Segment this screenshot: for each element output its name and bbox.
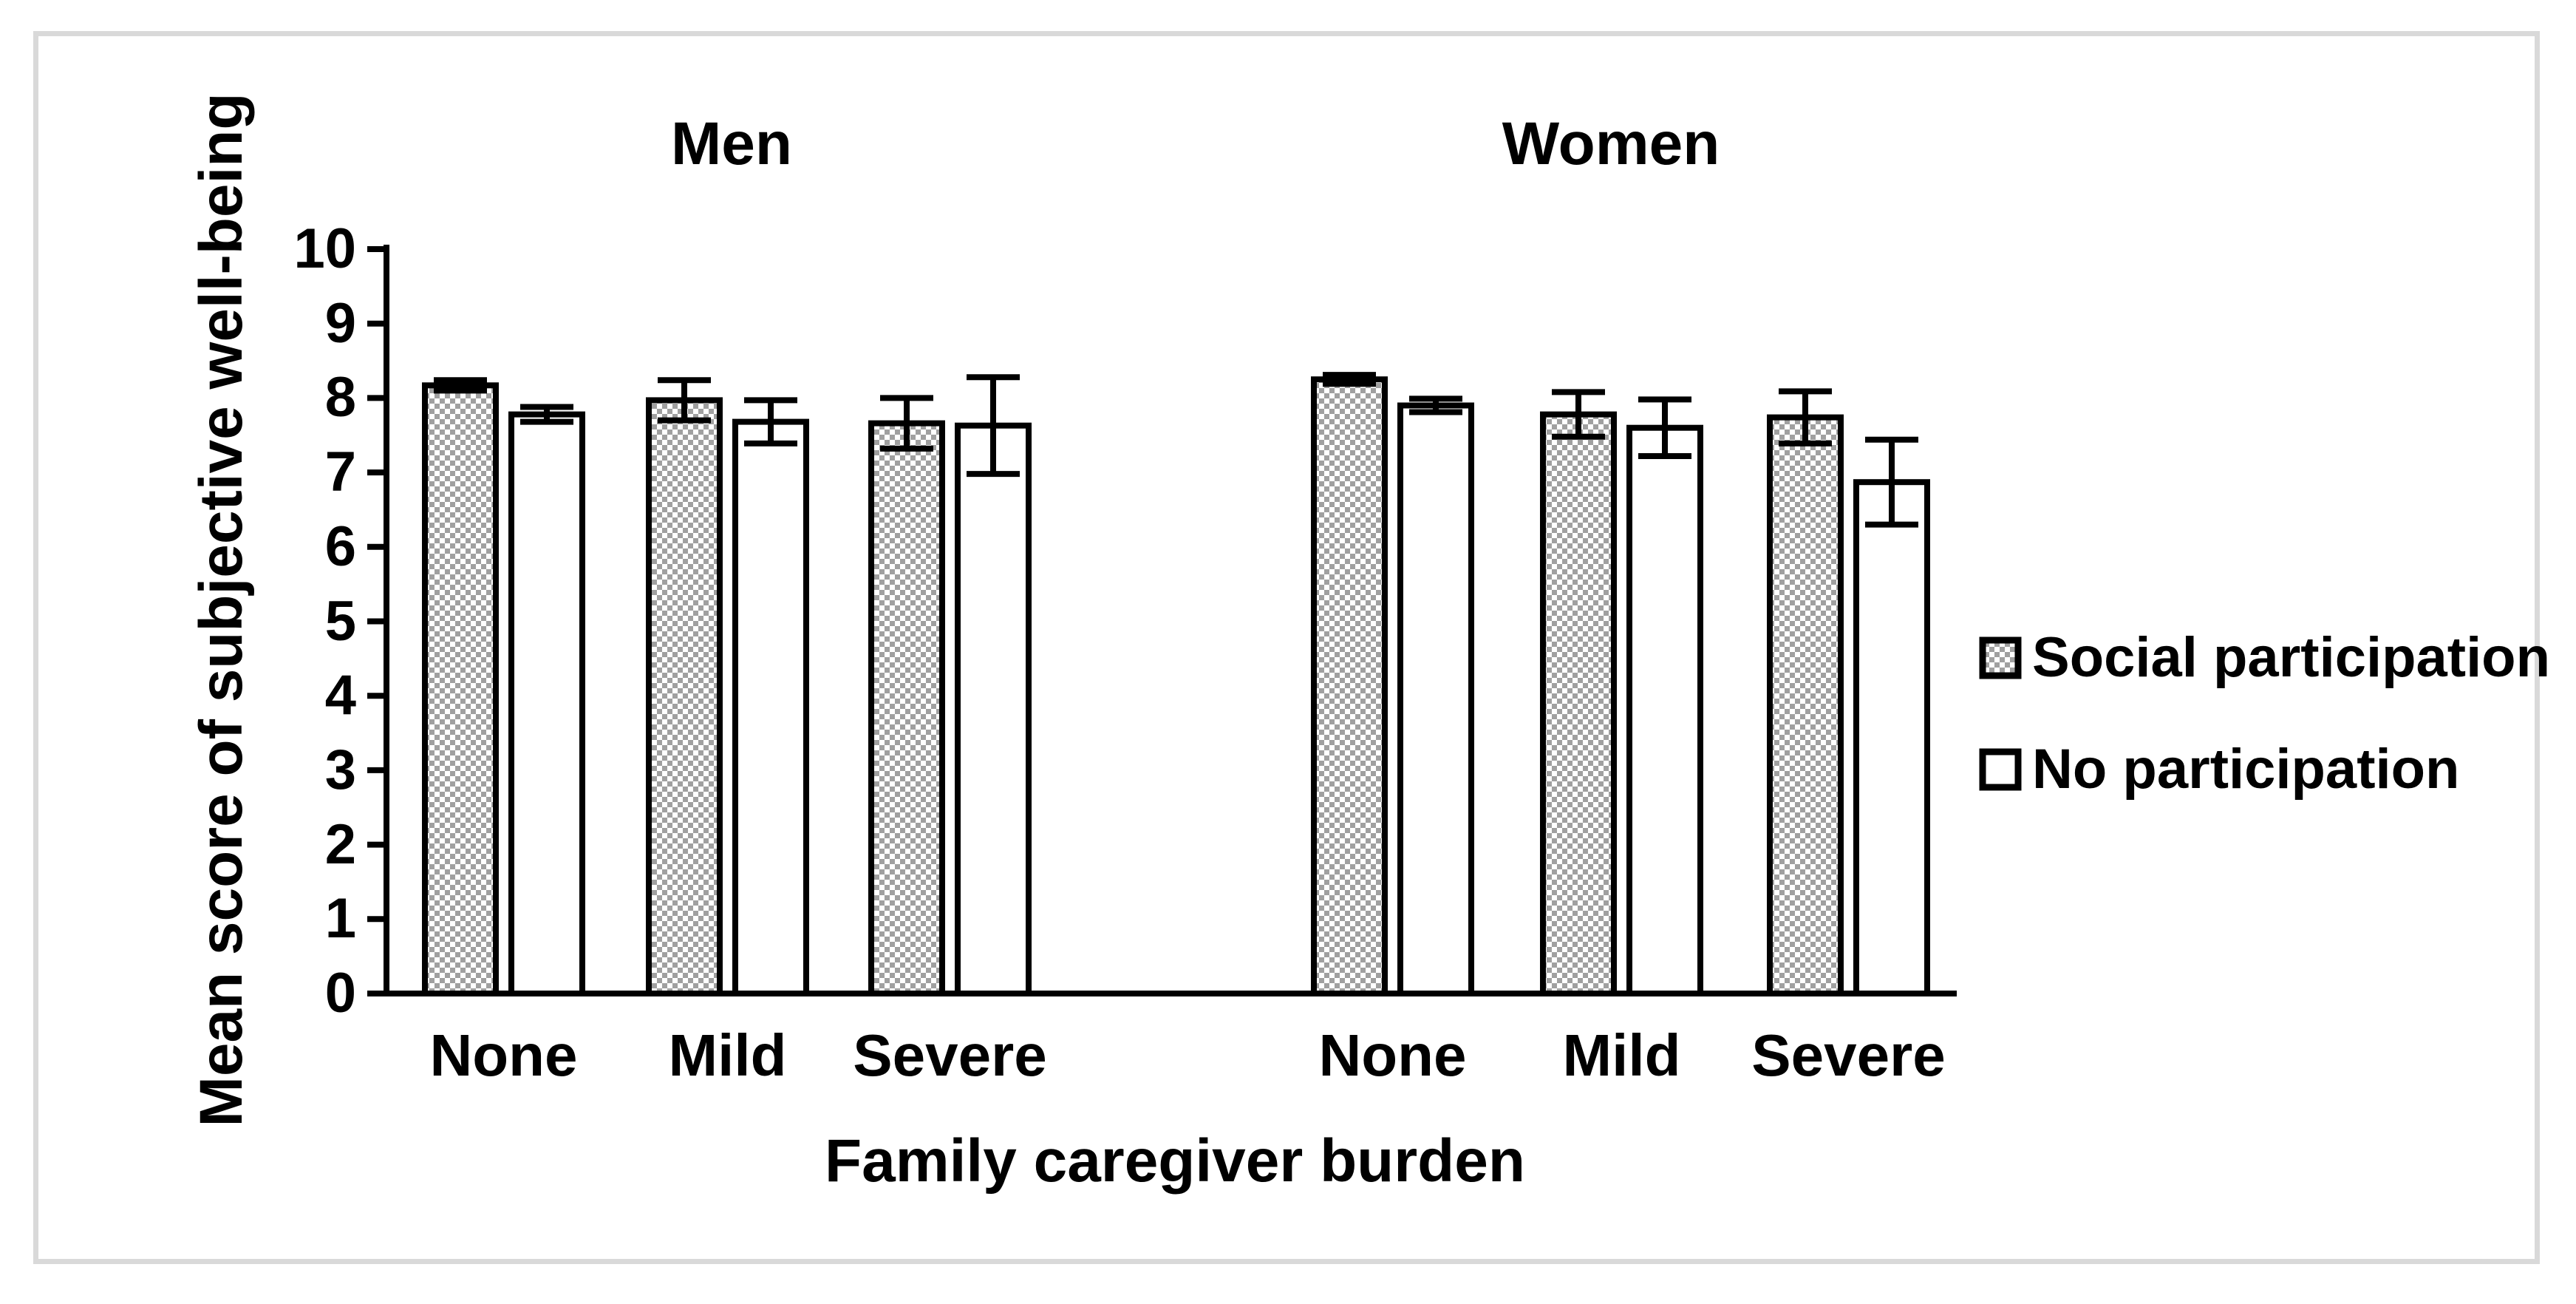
legend-swatch-hatched-icon: [1979, 636, 2022, 679]
y-tick-label: 0: [324, 962, 356, 1025]
y-tick-label: 8: [324, 366, 356, 429]
x-category-label: Mild: [1562, 1022, 1681, 1088]
x-category-label: Severe: [853, 1022, 1047, 1088]
y-tick-label: 5: [324, 589, 356, 653]
x-axis-title: Family caregiver burden: [825, 1127, 1525, 1195]
x-category-label: None: [429, 1022, 578, 1088]
bar-social-participation: [1311, 376, 1388, 996]
y-tick-label: 10: [293, 217, 356, 280]
bar-no-participation: [732, 418, 809, 996]
legend-label: Social participation: [2032, 626, 2551, 689]
y-tick-label: 3: [324, 738, 356, 801]
y-tick-label: 4: [324, 664, 356, 727]
y-tick-label: 1: [324, 887, 356, 951]
legend-swatch-white-icon: [1979, 748, 2022, 790]
bar-no-participation: [1626, 424, 1703, 996]
group-title-men: Men: [671, 110, 792, 177]
x-category-label: None: [1318, 1022, 1467, 1088]
x-category-label: Severe: [1751, 1022, 1946, 1088]
bar-no-participation: [1397, 402, 1474, 996]
bar-social-participation: [1767, 414, 1844, 996]
legend-item-no-participation: No participation: [1979, 737, 2550, 801]
bar-social-participation: [646, 397, 723, 996]
legend-item-social-participation: Social participation: [1979, 625, 2550, 690]
bar-no-participation: [955, 422, 1032, 996]
bar-no-participation: [508, 411, 585, 996]
legend: Social participation No participation: [1979, 625, 2550, 849]
y-tick-label: 6: [324, 515, 356, 578]
legend-label: No participation: [2032, 738, 2460, 801]
group-title-women: Women: [1502, 110, 1720, 177]
x-category-label: Mild: [668, 1022, 787, 1088]
bar-social-participation: [868, 420, 945, 996]
y-tick-label: 2: [324, 812, 356, 876]
y-tick-label: 7: [324, 441, 356, 504]
y-tick-label: 9: [324, 291, 356, 355]
bar-no-participation: [1853, 479, 1930, 996]
bar-social-participation: [422, 382, 499, 996]
bar-social-participation: [1540, 411, 1617, 996]
